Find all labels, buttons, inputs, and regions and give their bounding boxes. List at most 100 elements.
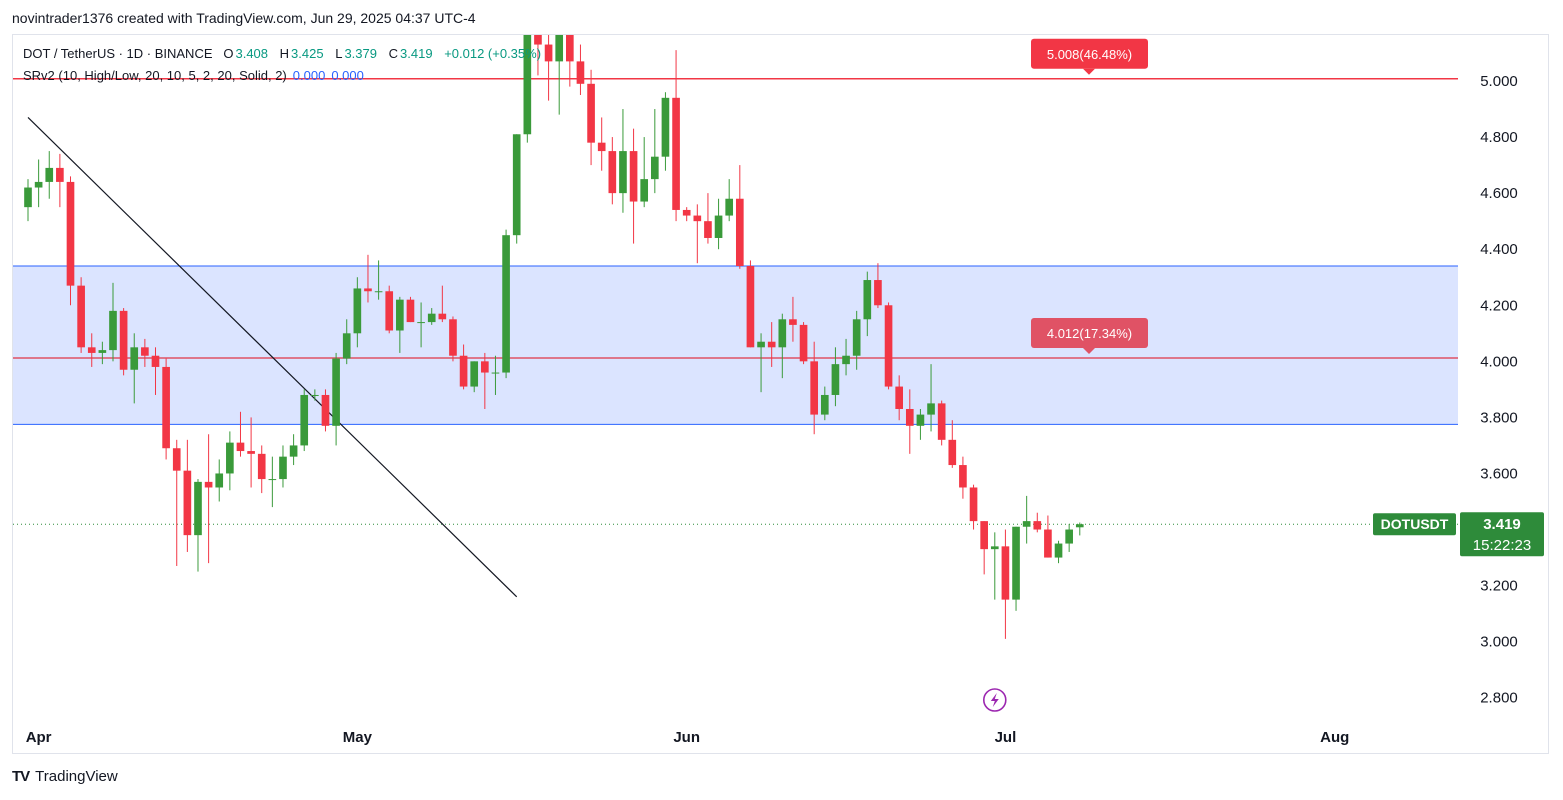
candle-body <box>1044 529 1052 558</box>
candle-body <box>650 156 659 180</box>
candle-body <box>172 448 181 471</box>
candle <box>257 445 266 494</box>
candle-body <box>566 35 574 62</box>
candle <box>693 204 702 264</box>
footer-branding: TV TradingView <box>12 768 118 785</box>
candle-body <box>831 364 840 395</box>
candle <box>566 35 574 87</box>
candle <box>619 109 627 213</box>
candle-body <box>895 386 903 409</box>
candle <box>1012 526 1020 611</box>
candle <box>1033 512 1042 533</box>
price-chart[interactable]: 5.008(46.48%) 4.012(17.34%) 5.000 4.800 4.60… <box>13 35 1549 754</box>
candle-body <box>353 288 362 334</box>
y-tick-label: 3.600 <box>1480 465 1518 482</box>
candle-body <box>927 403 935 415</box>
x-tick-label: Aug <box>1320 729 1349 746</box>
candle <box>555 35 564 115</box>
candle <box>969 484 978 530</box>
y-tick-label: 4.000 <box>1480 353 1518 370</box>
last-price-tag: DOTUSDT 3.419 15:22:23 <box>1373 512 1544 557</box>
candle-body <box>682 209 691 216</box>
trendline <box>27 117 518 598</box>
candle <box>427 308 436 325</box>
chart-frame[interactable]: 5.008(46.48%) 4.012(17.34%) 5.000 4.800 4.60… <box>12 34 1549 754</box>
resistance-zone <box>13 266 1458 425</box>
candle-body <box>587 83 595 143</box>
legend-high-label: H <box>279 46 290 61</box>
candle <box>661 92 670 171</box>
candle-body <box>481 361 489 373</box>
candle-body <box>842 355 850 365</box>
candle <box>459 344 468 390</box>
candle <box>597 117 606 171</box>
legend-open: 3.408 <box>235 46 269 61</box>
candle <box>396 296 404 353</box>
candle <box>481 352 489 409</box>
candle <box>587 69 595 166</box>
candle <box>927 364 935 432</box>
level-label-text: 4.012(17.34%) <box>1047 326 1132 341</box>
candle-body <box>300 394 309 446</box>
x-tick-label: Jun <box>673 729 700 746</box>
candle <box>300 389 309 452</box>
brand-name: TradingView <box>35 768 118 785</box>
candle <box>1054 540 1063 564</box>
candle <box>831 347 840 407</box>
candle-body <box>693 215 702 222</box>
candle <box>332 352 340 446</box>
y-tick-label: 2.800 <box>1480 690 1518 707</box>
candle-body <box>735 198 744 267</box>
candle <box>321 389 330 432</box>
candle-body <box>1054 543 1063 558</box>
level-label-pointer <box>1083 68 1095 75</box>
candle <box>714 198 723 250</box>
candle-body <box>672 97 680 210</box>
candle-body <box>470 361 479 387</box>
x-tick-label: May <box>343 729 373 746</box>
legend-symbol[interactable]: DOT / TetherUS · 1D · BINANCE <box>23 46 213 61</box>
x-tick-label: Jul <box>995 729 1017 746</box>
candle <box>268 456 277 508</box>
candle-body <box>257 453 266 480</box>
candle-body <box>130 347 139 370</box>
candle <box>682 207 691 222</box>
candle-body <box>34 181 43 188</box>
price-tag-value: 3.419 <box>1483 516 1521 533</box>
candle-body <box>757 341 765 348</box>
candle-body <box>863 280 872 320</box>
y-tick-label: 4.400 <box>1480 241 1518 258</box>
candle <box>342 319 351 365</box>
candle-body <box>852 319 861 356</box>
legend-close: 3.419 <box>400 46 433 61</box>
candle-body <box>990 546 999 550</box>
candle <box>449 316 457 362</box>
candle <box>884 302 893 390</box>
candle-body <box>374 291 383 293</box>
candle <box>778 313 787 379</box>
candle <box>385 285 394 334</box>
candle-body <box>364 288 372 292</box>
candle <box>194 479 202 572</box>
candle-body <box>194 481 202 536</box>
candle <box>417 302 425 348</box>
lightning-event-icon[interactable] <box>982 688 1007 712</box>
candle <box>98 341 107 365</box>
indicator-legend[interactable]: SRv2 (10, High/Low, 20, 10, 5, 2, 20, So… <box>23 68 364 83</box>
candle-body <box>502 235 510 373</box>
level-label-box <box>1031 38 1148 69</box>
candle-body <box>544 44 553 62</box>
candle-body <box>512 134 521 236</box>
candle-body <box>619 151 627 194</box>
candle-body <box>119 310 128 370</box>
candle <box>130 333 139 404</box>
legend-close-label: C <box>388 46 399 61</box>
candle <box>162 358 170 460</box>
candle-body <box>385 291 394 331</box>
candle <box>279 445 287 488</box>
candle-body <box>608 151 617 194</box>
chart-attribution: novintrader1376 created with TradingView… <box>12 10 476 26</box>
candle <box>141 338 149 367</box>
legend-high: 3.425 <box>291 46 324 61</box>
candle-body <box>491 372 500 374</box>
